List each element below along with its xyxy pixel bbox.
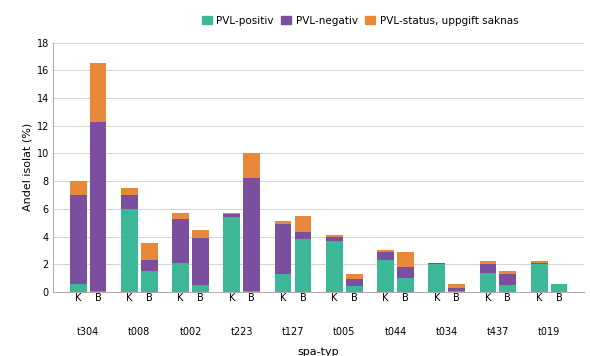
Bar (141, 260, 158, 271)
Bar (172, 213, 189, 219)
Bar (275, 274, 291, 292)
Text: t002: t002 (179, 327, 202, 337)
Bar (448, 284, 465, 288)
Text: t223: t223 (231, 327, 253, 337)
Bar (531, 264, 548, 292)
Bar (121, 209, 138, 292)
Bar (377, 250, 394, 252)
Bar (448, 290, 465, 292)
Bar (243, 290, 260, 292)
Bar (70, 181, 87, 195)
Bar (294, 232, 312, 239)
Bar (172, 263, 189, 292)
Bar (192, 230, 209, 238)
Bar (480, 264, 496, 273)
Bar (192, 285, 209, 292)
Bar (90, 63, 106, 122)
Bar (243, 178, 260, 290)
Bar (480, 273, 496, 292)
Bar (531, 261, 548, 263)
Legend: PVL-positiv, PVL-negativ, PVL-status, uppgift saknas: PVL-positiv, PVL-negativ, PVL-status, up… (202, 16, 518, 26)
Text: t034: t034 (435, 327, 458, 337)
Bar (346, 286, 362, 292)
Bar (121, 195, 138, 209)
Bar (141, 271, 158, 292)
Text: t005: t005 (333, 327, 355, 337)
Bar (346, 274, 362, 279)
Text: spa-typ: spa-typ (298, 347, 339, 356)
Bar (531, 263, 548, 264)
Bar (397, 278, 414, 292)
Bar (294, 239, 312, 292)
Bar (499, 271, 516, 274)
Y-axis label: Andel isolat (%): Andel isolat (%) (22, 123, 32, 211)
Text: t127: t127 (282, 327, 304, 337)
Text: t437: t437 (487, 327, 509, 337)
Bar (70, 284, 87, 292)
Bar (275, 221, 291, 224)
Bar (499, 285, 516, 292)
Bar (192, 238, 209, 285)
Bar (224, 214, 240, 217)
Text: t008: t008 (128, 327, 150, 337)
Text: t044: t044 (384, 327, 407, 337)
Bar (90, 122, 106, 290)
Bar (346, 279, 362, 286)
Bar (294, 216, 312, 232)
Bar (377, 252, 394, 260)
Text: t019: t019 (538, 327, 560, 337)
Bar (397, 252, 414, 267)
Bar (428, 263, 445, 264)
Bar (326, 236, 343, 241)
Bar (243, 153, 260, 178)
Bar (377, 260, 394, 292)
Bar (428, 264, 445, 292)
Bar (275, 224, 291, 274)
Bar (448, 288, 465, 290)
Bar (70, 195, 87, 284)
Bar (326, 235, 343, 236)
Bar (326, 241, 343, 292)
Text: t304: t304 (77, 327, 99, 337)
Bar (141, 244, 158, 260)
Bar (480, 261, 496, 264)
Bar (172, 219, 189, 263)
Bar (121, 188, 138, 195)
Bar (224, 217, 240, 292)
Bar (499, 274, 516, 285)
Bar (224, 213, 240, 214)
Bar (90, 290, 106, 292)
Bar (550, 284, 568, 292)
Bar (397, 267, 414, 278)
